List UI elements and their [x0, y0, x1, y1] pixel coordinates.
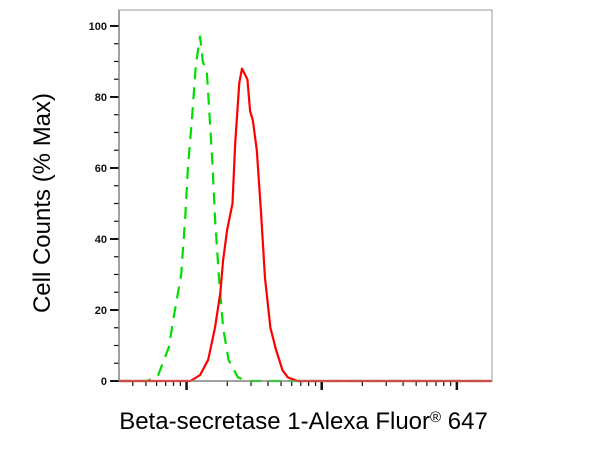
y-axis: 0 20 40 60 80 100	[89, 10, 120, 388]
control-histogram-line	[119, 35, 492, 383]
x-axis	[119, 380, 492, 390]
x-axis-title-suffix: 647	[447, 408, 488, 435]
registered-mark: ®	[430, 409, 442, 426]
x-axis-title: Beta-secretase 1-Alexa Fluor® 647	[0, 408, 607, 436]
y-tick-label: 80	[95, 92, 107, 104]
y-tick-label: 100	[89, 21, 107, 33]
y-axis-title: Cell Counts (% Max)	[29, 93, 56, 313]
plot-frame	[118, 9, 493, 382]
sample-histogram-line	[119, 67, 492, 383]
x-axis-title-text: Beta-secretase 1-Alexa Fluor	[119, 408, 431, 435]
y-tick-label: 0	[101, 376, 107, 388]
series-group	[119, 35, 492, 383]
y-tick-label: 20	[95, 305, 107, 317]
y-tick-label: 60	[95, 163, 107, 175]
y-tick-label: 40	[95, 234, 107, 246]
